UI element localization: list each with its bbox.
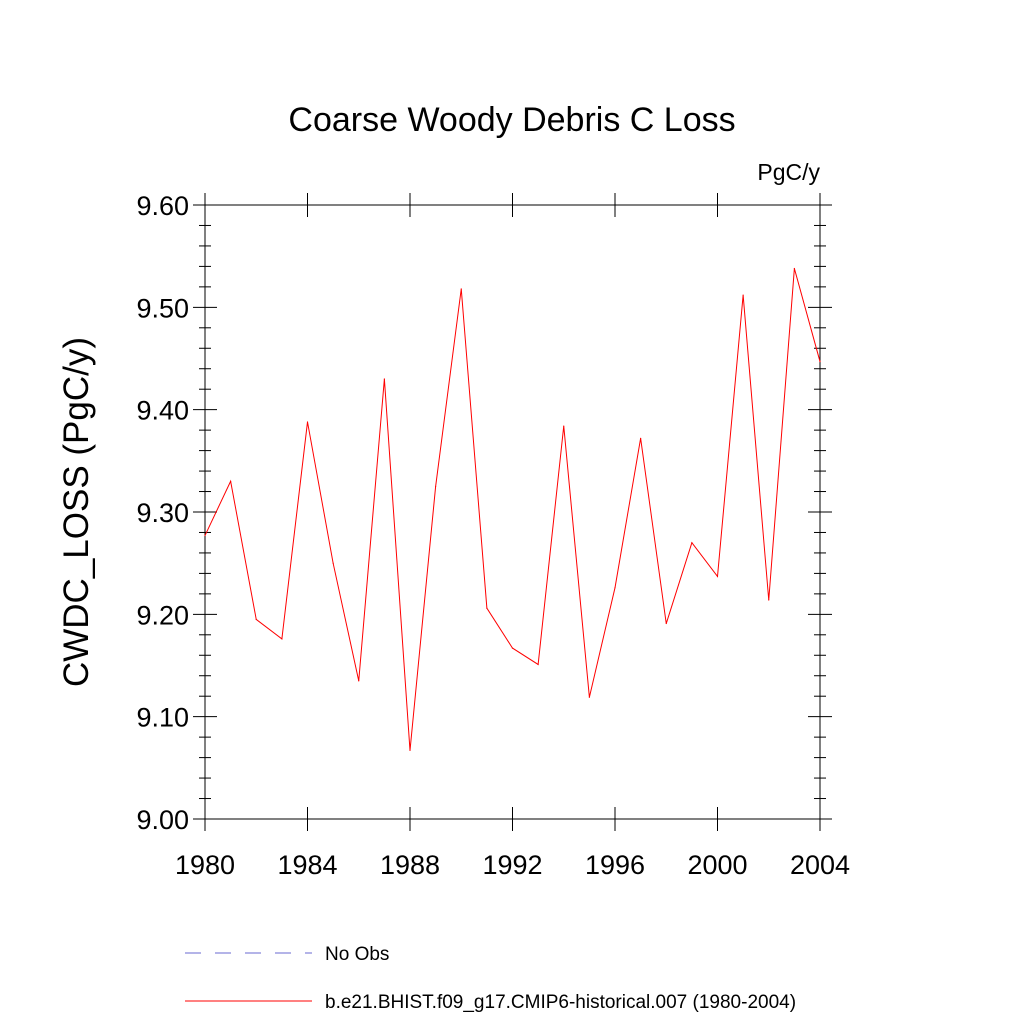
data-point	[563, 425, 565, 427]
data-point	[230, 480, 232, 482]
y-tick-label: 9.40	[136, 396, 189, 426]
y-tick-label: 9.50	[136, 293, 189, 323]
data-point	[665, 622, 667, 625]
data-point	[691, 542, 693, 544]
data-point	[716, 575, 719, 578]
y-tick-label: 9.00	[136, 805, 189, 835]
data-point	[281, 638, 283, 640]
x-tick-label: 2004	[790, 850, 850, 880]
x-tick-label: 1996	[585, 850, 645, 880]
x-axis-ticks: 1980 1984 1988 1992 1996 2000 2004	[175, 193, 850, 880]
legend-label-model: b.e21.BHIST.f09_g17.CMIP6-historical.007…	[325, 992, 796, 1013]
y-axis-ticks: 9.00 9.10 9.20 9.30 9.40 9.50 9.60	[136, 191, 832, 835]
series-line-0	[204, 268, 821, 751]
legend: No Obs b.e21.BHIST.f09_g17.CMIP6-histori…	[185, 944, 796, 1013]
data-point	[332, 562, 334, 564]
data-point	[383, 378, 385, 380]
series-layer	[204, 267, 821, 752]
y-tick-label: 9.60	[136, 191, 189, 221]
chart-title: Coarse Woody Debris C Loss	[288, 101, 735, 139]
data-point	[409, 749, 411, 752]
data-point	[742, 294, 744, 296]
data-point	[486, 607, 488, 609]
data-point	[255, 618, 257, 621]
data-point	[640, 437, 642, 439]
data-point	[435, 485, 437, 488]
data-point	[819, 360, 821, 363]
data-point	[306, 421, 309, 423]
x-tick-label: 2000	[687, 850, 747, 880]
y-tick-label: 9.20	[136, 600, 189, 630]
data-point	[537, 663, 539, 666]
y-tick-label: 9.10	[136, 703, 189, 733]
data-point	[614, 587, 616, 589]
x-tick-label: 1992	[482, 850, 542, 880]
data-point	[358, 680, 360, 682]
x-tick-label: 1984	[277, 850, 337, 880]
legend-label-no-obs: No Obs	[325, 944, 389, 965]
units-label: PgC/y	[757, 159, 820, 185]
data-point	[793, 267, 795, 270]
data-point	[460, 288, 462, 290]
data-point	[204, 534, 206, 537]
data-point	[588, 696, 590, 698]
data-point	[768, 599, 770, 601]
x-tick-label: 1980	[175, 850, 235, 880]
data-point	[511, 647, 514, 649]
y-tick-label: 9.30	[136, 498, 189, 528]
x-tick-label: 1988	[380, 850, 440, 880]
y-axis-label: CWDC_LOSS (PgC/y)	[57, 337, 96, 687]
